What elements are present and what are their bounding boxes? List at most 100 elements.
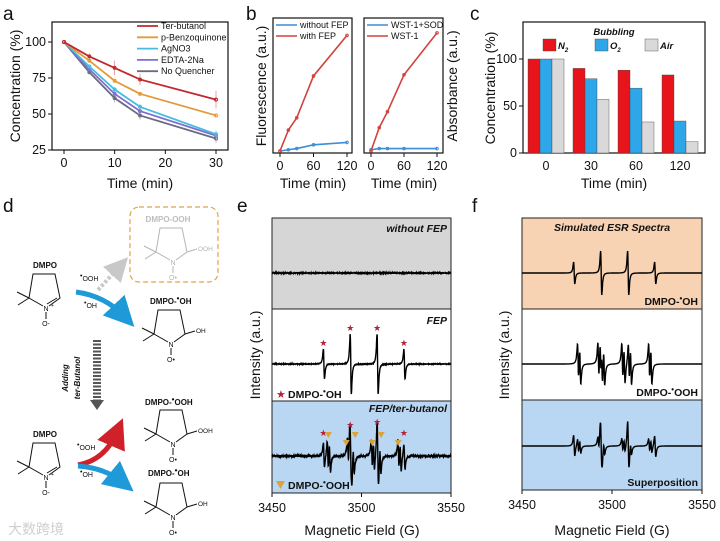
- data-point: [214, 132, 218, 137]
- spectrum-without-fep: [271, 269, 452, 277]
- dmpo-molecule-1: N + O-: [16, 273, 61, 328]
- data-point: [87, 54, 92, 59]
- arrow-ooh-blocked: [96, 257, 129, 292]
- legend-label: Air: [659, 41, 675, 52]
- radical-ooh-2: •OOH: [77, 442, 95, 452]
- ring-bonds: [28, 442, 61, 476]
- y-tick-label: 75: [32, 71, 46, 85]
- chart-b1-ylabel: Fluorescence (a.u.): [253, 26, 269, 147]
- triangle-marker: [342, 440, 350, 446]
- reaction-scheme: DMPO DMPO DMPO-OOH DMPO-•OH DMPO-•OOH DM…: [8, 206, 219, 537]
- substituent-label: OH: [196, 328, 206, 335]
- arrow-head-down: [90, 400, 104, 410]
- bar-o-120: [673, 120, 687, 154]
- star-marker: ★: [346, 420, 354, 430]
- methyl-bond: [16, 460, 30, 468]
- radical-dot: •: [671, 385, 674, 394]
- x-tick-label: 60: [629, 159, 643, 173]
- methyl-bond: [141, 327, 155, 335]
- star-marker: ★: [373, 323, 381, 333]
- y-tick-label: 25: [32, 143, 46, 157]
- legend-swatch: [594, 38, 609, 52]
- product-label-oh-2: DMPO-•OH: [148, 466, 190, 478]
- panel-label-d: d: [3, 196, 14, 217]
- legend-label: Ter-butanol: [161, 21, 206, 31]
- chart-e: Intensity (a.u.) Magnetic Field (G) with…: [247, 217, 465, 538]
- data-point: [311, 74, 316, 78]
- label-radical: OH: [326, 389, 342, 401]
- data-point: [112, 78, 117, 83]
- x-tick-label: 120: [670, 159, 691, 173]
- ring-bonds: [155, 227, 188, 261]
- dmpo-ooh-molecule: N O• OOH: [143, 409, 213, 464]
- chart-c-legend-title: Bubbling: [593, 27, 634, 38]
- nitrogen-label: N: [43, 306, 48, 313]
- simulated-spectrum-dmpo-oh: [522, 250, 702, 296]
- svg-text:•OH: •OH: [80, 469, 93, 479]
- data-point: [62, 40, 66, 44]
- spectrum-panel-0: [271, 217, 452, 310]
- dmpo-ooh-blocked-molecule: N O• OOH: [143, 227, 213, 282]
- substituent-label: OH: [198, 501, 208, 508]
- y-tick-label: 100: [496, 52, 517, 66]
- data-point: [286, 147, 291, 152]
- methyl-bond: [143, 500, 157, 508]
- data-point: [345, 33, 349, 38]
- chart-b1-frame: [272, 17, 353, 154]
- triangle-marker: [394, 440, 402, 446]
- bar-n-0: [527, 58, 541, 154]
- data-point: [294, 115, 299, 120]
- dmpo-oh-molecule-2: N O• OH: [143, 482, 208, 537]
- svg-text:DMPO-•OOH: DMPO-•OOH: [145, 395, 193, 407]
- chart-a: Concentration (%) Time (min) 0 10 20 30 25 50…: [7, 21, 229, 191]
- radical-oh-1: •OH: [84, 300, 97, 310]
- label-prefix: DMPO-: [288, 480, 324, 492]
- charge-plus: +: [51, 472, 54, 478]
- methyl-bond: [17, 466, 30, 475]
- chart-c-frame: [522, 21, 706, 154]
- star-marker: ★: [319, 428, 327, 438]
- panel-title-fep-ter-butanol: FEP/ter-butanol: [369, 403, 448, 415]
- bar-n-60: [617, 70, 631, 154]
- methyl-bond: [144, 506, 157, 515]
- bar-air-30: [596, 99, 610, 154]
- chart-b1-xlabel: Time (min): [280, 175, 346, 191]
- star-marker: ★: [400, 338, 408, 348]
- triangle-marker: [324, 432, 332, 438]
- chart-b: Fluorescence (a.u.) Time (min) Absorbanc…: [253, 17, 460, 191]
- methyl-bond: [144, 433, 157, 442]
- chart-f: Intensity (a.u.) Magnetic Field (G) Simu…: [496, 217, 716, 538]
- panel-label-b: b: [246, 4, 257, 25]
- label-prefix: DMPO-: [636, 387, 672, 399]
- data-point: [402, 72, 406, 77]
- data-point: [385, 146, 390, 151]
- data-point: [294, 146, 299, 151]
- bar-n-120: [661, 74, 675, 154]
- simulated-esr-title: Simulated ESR Spectra: [554, 222, 670, 234]
- legend-name: O: [610, 41, 618, 52]
- legend-subscript: 2: [564, 48, 569, 54]
- spectrum-panel-2: [271, 400, 452, 494]
- methyl-bond: [143, 427, 157, 435]
- spectrum-panel-2: [521, 399, 703, 491]
- x-tick-label: 3550: [688, 498, 716, 512]
- legend-label: N2: [558, 41, 569, 54]
- double-bond: [46, 466, 58, 474]
- chart-b2-xlabel: Time (min): [371, 175, 437, 191]
- nitrogen-label: N: [170, 442, 175, 449]
- bar-o-0: [539, 58, 553, 154]
- legend-label: p-Benzoquinone: [161, 32, 227, 42]
- x-tick-label: 3500: [598, 498, 626, 512]
- watermark: 大数跨境: [8, 521, 64, 537]
- simulated-spectrum-superposition: [522, 421, 702, 468]
- bar-o-30: [584, 78, 598, 154]
- data-point: [377, 146, 382, 151]
- data-point: [311, 143, 316, 147]
- star-legend-icon: ★: [276, 389, 286, 401]
- series-line-with-fep: [279, 34, 348, 152]
- bar-air-0: [551, 58, 565, 154]
- dmpo-molecule-2: N + O-: [16, 442, 61, 497]
- legend-label: with FEP: [299, 31, 336, 41]
- legend-label: WST-1+SOD: [391, 20, 444, 30]
- label-radical: OH: [682, 296, 698, 308]
